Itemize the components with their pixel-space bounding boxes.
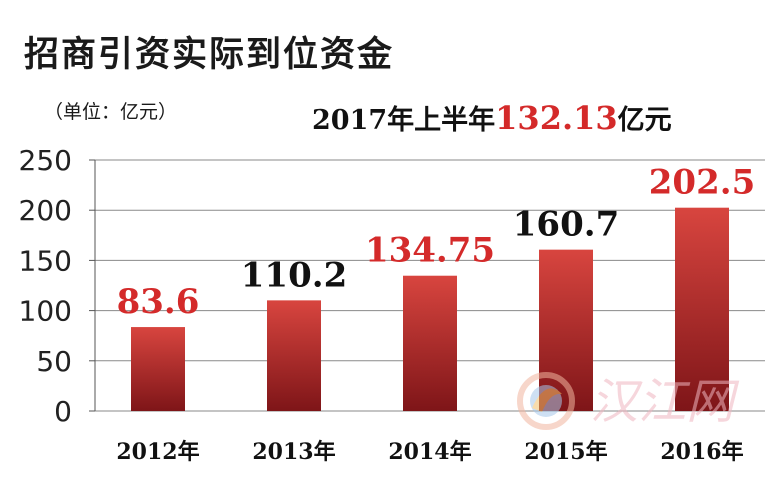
bar <box>131 327 185 411</box>
bar <box>403 275 457 411</box>
data-label: 134.75 <box>365 231 495 271</box>
bar <box>675 207 729 411</box>
x-tick-label: 2013年 <box>252 439 335 465</box>
data-labels: 83.6 110.2 134.75 160.7 202.5 <box>117 163 756 322</box>
watermark-text: 汉江网 <box>590 374 740 430</box>
headline-value: 132.13 <box>495 99 618 137</box>
x-tick-label: 2016年 <box>660 439 743 465</box>
headline-suffix: 亿元 <box>617 105 672 136</box>
x-tick-label: 2015年 <box>524 439 607 465</box>
bars <box>131 207 729 411</box>
y-tick-label: 0 <box>54 395 72 428</box>
y-axis: 0 50 100 150 200 250 <box>19 144 96 428</box>
watermark-logo: 汉江网 <box>512 368 762 438</box>
y-tick-label: 200 <box>19 194 72 227</box>
x-axis-ticks: 2012年 2013年 2014年 2015年 2016年 <box>116 439 743 465</box>
y-tick-label: 100 <box>19 295 72 328</box>
y-tick-label: 50 <box>36 345 72 378</box>
headline: 2017年上半年132.13亿元 <box>312 98 672 137</box>
headline-prefix: 2017年上半年 <box>312 105 496 136</box>
bar <box>267 300 321 411</box>
y-tick-label: 150 <box>19 244 72 277</box>
data-label: 83.6 <box>117 282 200 322</box>
data-label: 202.5 <box>649 163 755 203</box>
unit-label: （单位：亿元） <box>44 101 178 123</box>
y-tick-label: 250 <box>19 144 72 177</box>
x-tick-label: 2014年 <box>388 439 471 465</box>
x-tick-label: 2012年 <box>116 439 199 465</box>
chart-title: 招商引资实际到位资金 <box>24 35 395 75</box>
data-label: 160.7 <box>513 205 619 245</box>
data-label: 110.2 <box>241 255 347 295</box>
